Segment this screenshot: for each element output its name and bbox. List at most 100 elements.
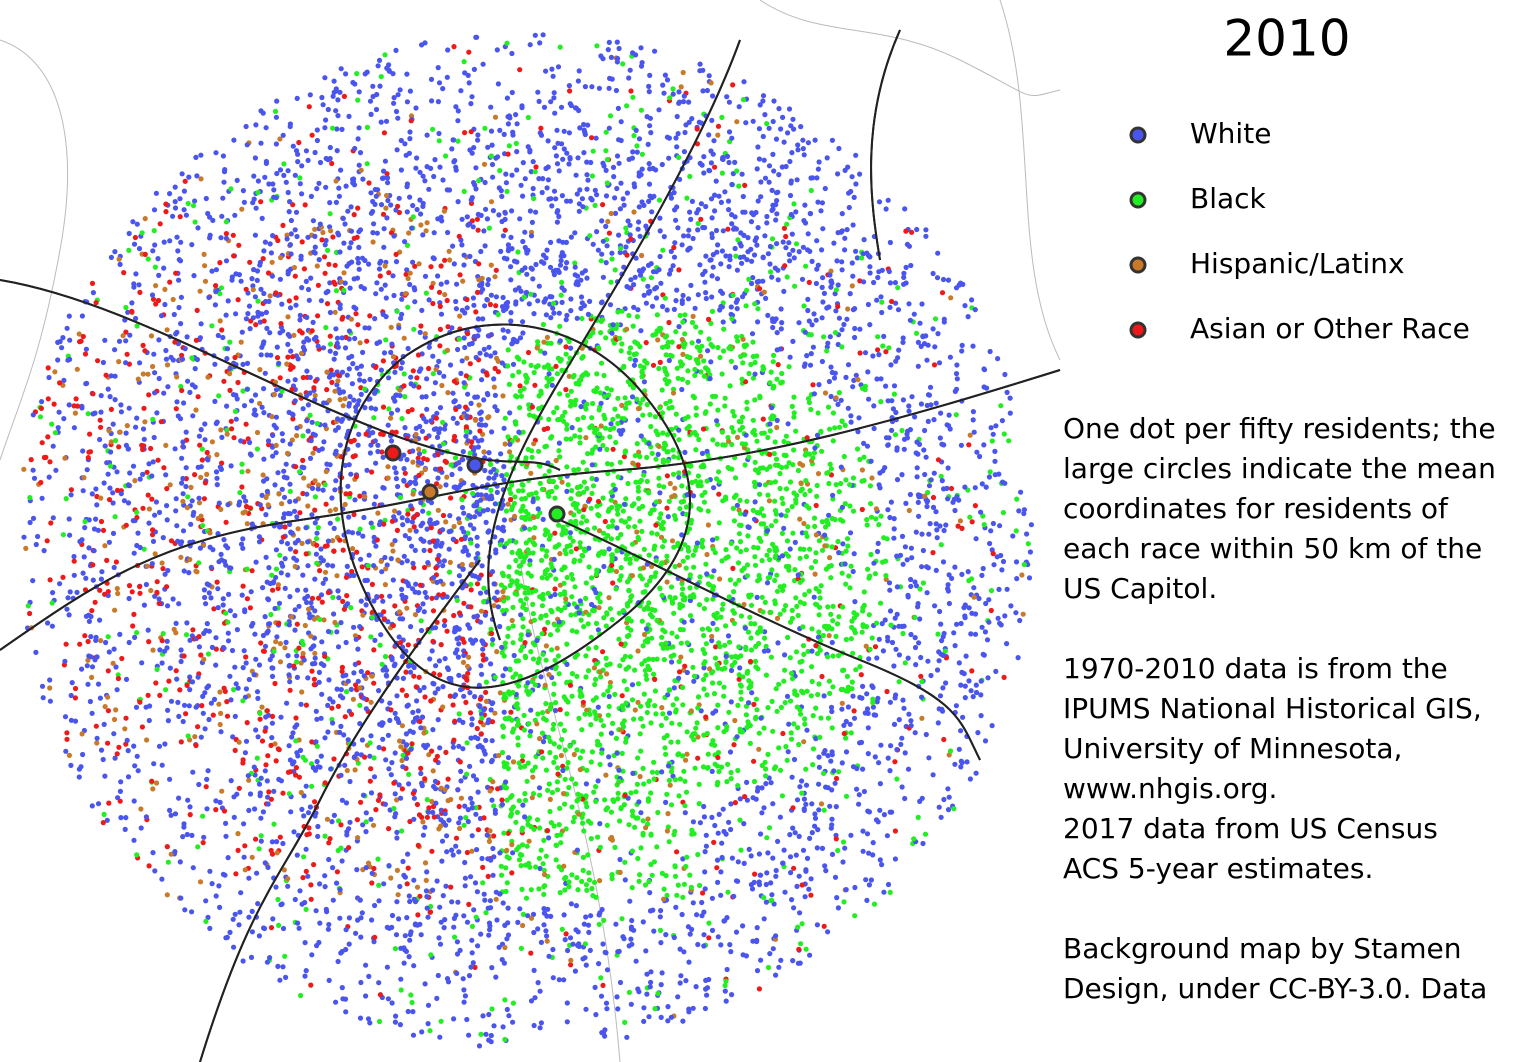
population-dot [409,741,415,747]
population-dot [45,365,51,371]
population-dot [682,312,688,318]
population-dot [565,392,571,398]
population-dot [948,295,954,301]
population-dot [770,728,776,734]
population-dot [332,309,338,315]
population-dot [280,222,286,228]
population-dot [719,371,725,377]
population-dot [507,410,513,416]
population-dot [727,577,734,583]
population-dot [146,717,152,724]
population-dot [934,527,940,533]
population-dot [105,386,111,392]
population-dot [297,181,303,187]
population-dot [347,491,353,497]
population-dot [312,226,318,232]
population-dot [317,881,323,887]
population-dot [346,462,352,468]
population-dot [177,687,183,693]
population-dot [105,471,111,477]
population-dot [541,922,547,928]
population-dot [634,143,640,149]
population-dot [231,137,237,143]
population-dot [577,767,583,773]
population-dot [629,885,635,891]
population-dot [810,746,817,752]
population-dot [143,814,149,820]
population-dot [503,508,509,514]
population-dot [928,402,934,408]
population-dot [488,1032,494,1039]
population-dot [900,335,906,341]
population-dot [564,150,570,156]
population-dot [547,572,553,578]
population-dot [586,929,592,936]
population-dot [202,421,208,427]
population-dot [435,686,441,692]
population-dot [190,769,196,775]
population-dot [382,582,388,588]
population-dot [785,507,791,514]
population-dot [259,404,265,410]
population-dot [421,609,427,615]
population-dot [435,273,441,279]
population-dot [621,501,628,507]
population-dot [265,864,271,871]
population-dot [505,595,511,601]
population-dot [292,498,299,504]
population-dot [377,273,383,279]
population-dot [936,658,942,664]
population-dot [330,720,336,726]
population-dot [382,52,388,58]
population-dot [604,822,610,828]
population-dot [323,184,329,190]
population-dot [633,255,639,261]
population-dot [380,404,387,410]
population-dot [404,99,410,105]
population-dot [618,565,624,571]
population-dot [262,728,268,734]
population-dot [433,366,439,372]
population-dot [767,557,773,563]
population-dot [970,343,976,349]
population-dot [152,242,158,248]
population-dot [566,83,573,89]
population-dot [710,537,716,543]
population-dot [617,979,624,986]
population-dot [730,429,737,435]
population-dot [246,914,252,920]
population-dot [721,684,727,690]
population-dot [106,800,112,806]
population-dot [559,299,565,305]
population-dot [841,453,847,460]
population-dot [482,612,488,618]
population-dot [403,692,410,699]
population-dot [752,871,758,877]
population-dot [564,198,570,204]
population-dot [976,595,982,602]
population-dot [527,558,533,564]
population-dot [481,585,487,591]
population-dot [771,901,777,907]
population-dot [112,249,118,255]
population-dot [538,259,545,265]
population-dot [689,319,696,326]
population-dot [559,193,566,199]
population-dot [867,646,873,652]
population-dot [621,454,628,460]
population-dot [761,648,768,654]
population-dot [780,587,786,594]
population-dot [201,496,207,502]
population-dot [804,855,811,862]
population-dot [151,761,157,767]
population-dot [803,801,809,807]
population-dot [727,749,734,755]
population-dot [267,330,273,336]
population-dot [303,278,309,284]
population-dot [746,524,752,531]
population-dot [379,593,385,599]
population-dot [456,573,462,579]
population-dot [826,678,833,684]
population-dot [246,777,252,783]
population-dot [546,196,552,202]
